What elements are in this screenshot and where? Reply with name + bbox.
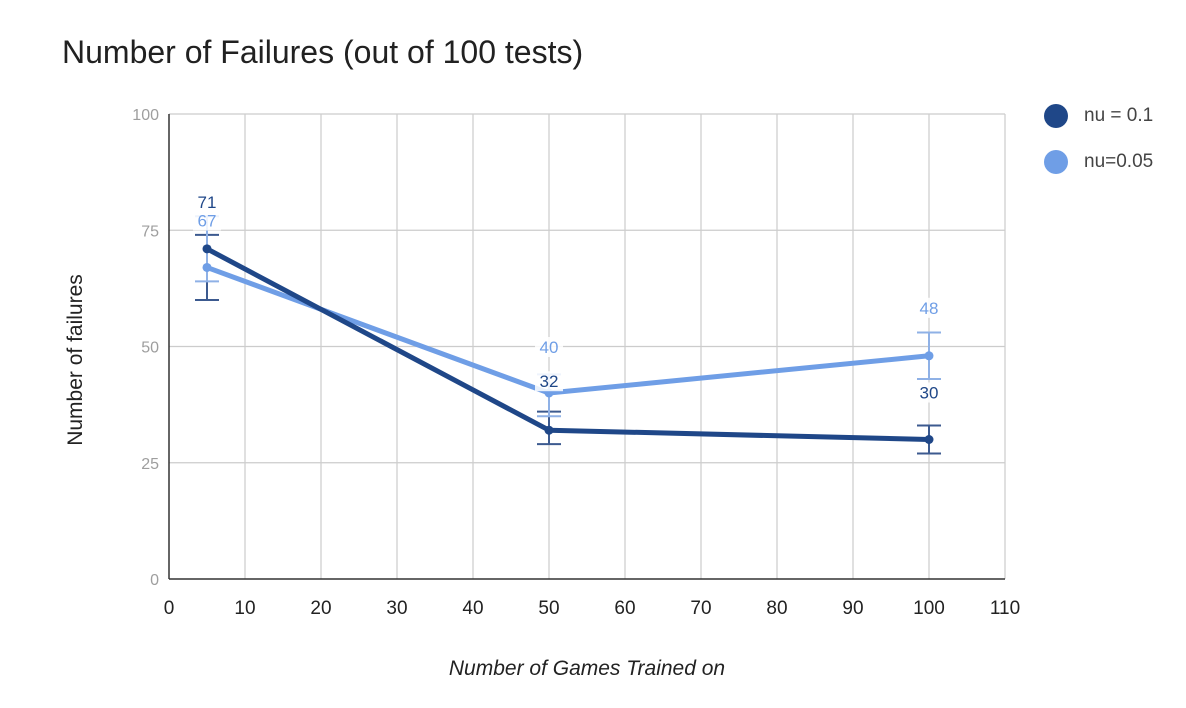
y-tick-label-50: 50 — [141, 340, 159, 357]
y-axis-label: Number of failures — [64, 274, 87, 446]
error-bars — [195, 215, 941, 455]
data-label-bg-s0-2 — [915, 382, 943, 403]
data-point-s0-0 — [202, 244, 212, 254]
series-lines — [204, 246, 932, 442]
data-label-s1-0: 67 — [198, 211, 217, 230]
data-point-s0-1 — [544, 425, 554, 435]
legend-item-nu-0-05: nu=0.05 — [1044, 148, 1153, 176]
y-tick-label-100: 100 — [132, 107, 159, 124]
x-tick-label-50: 50 — [538, 598, 559, 619]
legend-label-nu-0-05: nu=0.05 — [1084, 151, 1154, 172]
x-tick-label-100: 100 — [913, 598, 945, 619]
x-tick-label-30: 30 — [386, 598, 407, 619]
grid — [169, 113, 1006, 579]
data-label-bg-s1-0 — [193, 210, 221, 231]
data-label-s0-1: 32 — [540, 372, 559, 391]
y-tick-label-0: 0 — [150, 572, 159, 589]
x-tick-label-90: 90 — [842, 598, 863, 619]
y-tick-label-25: 25 — [141, 456, 159, 473]
x-tick-label-80: 80 — [766, 598, 787, 619]
data-label-bg-s0-1 — [535, 371, 563, 392]
data-label-s0-0: 71 — [198, 193, 217, 212]
data-point-s1-0 — [202, 262, 212, 272]
x-tick-label-110: 110 — [990, 598, 1020, 619]
series-line-1 — [204, 264, 932, 396]
x-tick-label-0: 0 — [164, 598, 175, 619]
x-tick-label-60: 60 — [614, 598, 635, 619]
data-label-bg-s0-0 — [193, 191, 221, 212]
series-line-0 — [204, 246, 932, 442]
data-points — [202, 244, 934, 444]
x-tick-label-70: 70 — [690, 598, 711, 619]
data-label-bg-s1-2 — [915, 297, 943, 318]
data-label-bg-s1-1 — [535, 337, 563, 357]
legend-swatch-nu-0-05 — [1044, 150, 1068, 174]
chart-title: Number of Failures (out of 100 tests) — [62, 34, 584, 70]
x-tick-label-20: 20 — [310, 598, 331, 619]
data-labels: 71 32 30 67 40 48 — [193, 191, 943, 403]
legend-swatch-nu-0-1 — [1044, 104, 1068, 128]
axes: 0 10 20 30 40 50 60 70 80 90 100 110 0 25 50 75 100 — [132, 107, 1020, 619]
data-label-s1-2: 48 — [920, 299, 939, 318]
legend-label-nu-0-1: nu = 0.1 — [1084, 105, 1154, 126]
x-tick-label-40: 40 — [462, 598, 483, 619]
y-tick-label-75: 75 — [141, 223, 159, 240]
data-point-s1-2 — [924, 351, 934, 361]
data-point-s0-2 — [924, 435, 934, 444]
x-tick-label-10: 10 — [234, 598, 255, 619]
legend-item-nu-0-1: nu = 0.1 — [1044, 102, 1153, 130]
data-label-s1-1: 40 — [540, 338, 559, 357]
data-label-s0-2: 30 — [920, 384, 939, 403]
x-axis-label: Number of Games Trained on — [448, 657, 726, 680]
